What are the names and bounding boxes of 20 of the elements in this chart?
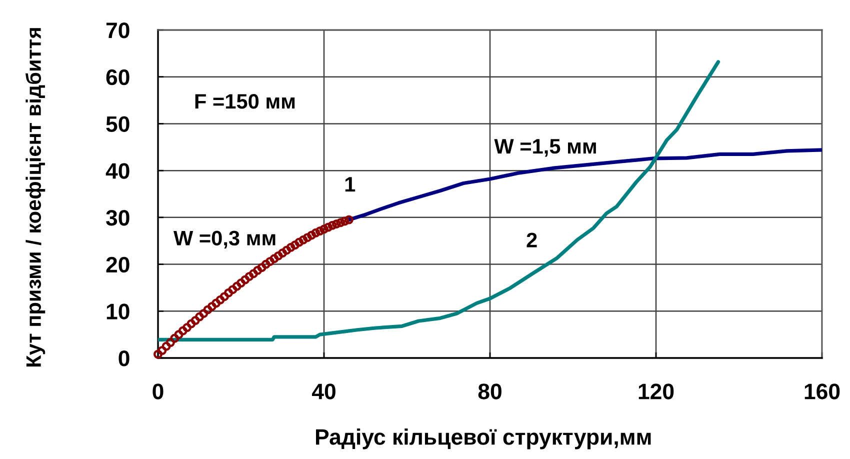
y-tick-label: 30	[106, 210, 130, 226]
y-tick-label: 40	[106, 163, 130, 179]
annotation: 1	[345, 177, 356, 192]
y-tick-label: 70	[106, 22, 130, 38]
x-tick-label: 40	[312, 384, 336, 400]
x-tick-label: 0	[152, 384, 164, 400]
y-tick-label: 50	[106, 116, 130, 132]
x-tick-label: 80	[478, 384, 502, 400]
y-tick-label: 0	[118, 350, 130, 366]
annotation: 2	[526, 232, 537, 248]
y-axis-title: Кут призми / коефіцієнт відбиття	[26, 28, 46, 367]
annotation: W =1,5 мм	[494, 139, 596, 157]
x-tick-label: 120	[638, 384, 674, 400]
y-tick-label: 20	[106, 256, 130, 273]
annotation: F =150 мм	[195, 94, 295, 109]
y-tick-label: 60	[106, 69, 130, 86]
x-axis-title: Радіус кільцевої структури,мм	[316, 428, 651, 450]
annotation: W =0,3 мм	[173, 230, 276, 249]
x-tick-label: 160	[804, 384, 840, 400]
y-tick-label: 10	[106, 304, 130, 320]
